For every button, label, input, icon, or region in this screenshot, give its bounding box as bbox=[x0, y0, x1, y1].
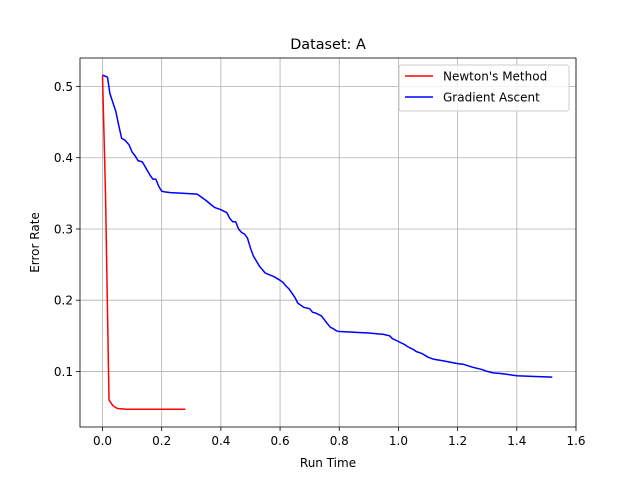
x-tick-label: 0.2 bbox=[152, 434, 171, 448]
legend-label: Newton's Method bbox=[443, 70, 547, 84]
y-tick-label: 0.4 bbox=[54, 151, 73, 165]
y-tick-label: 0.1 bbox=[54, 365, 73, 379]
series-layer bbox=[101, 74, 553, 410]
y-tick-label: 0.2 bbox=[54, 294, 73, 308]
ticks: 0.0 0.2 0.4 0.6 0.8 1.0 1.2 1.4 1.6 0.1 0.2 0.3 0.4 0… bbox=[54, 80, 586, 448]
x-tick-label: 1.0 bbox=[389, 434, 408, 448]
y-tick-label: 0.3 bbox=[54, 222, 73, 236]
x-axis-label: Run Time bbox=[300, 456, 356, 470]
x-tick-label: 0.0 bbox=[93, 434, 112, 448]
legend-box bbox=[398, 64, 570, 112]
x-tick-label: 0.6 bbox=[271, 434, 290, 448]
x-tick-label: 1.2 bbox=[448, 434, 467, 448]
x-tick-label: 1.4 bbox=[507, 434, 526, 448]
y-tick-label: 0.5 bbox=[54, 80, 73, 94]
legend: Newton's Method Gradient Ascent bbox=[398, 64, 570, 112]
plot-area bbox=[80, 58, 576, 427]
y-axis-label: Error Rate bbox=[28, 212, 42, 273]
chart-title: Dataset: A bbox=[290, 37, 366, 53]
grid-lines bbox=[80, 58, 577, 427]
series-line-newtons-method bbox=[101, 75, 186, 410]
legend-label: Gradient Ascent bbox=[443, 91, 540, 105]
x-tick-label: 0.4 bbox=[211, 434, 230, 448]
x-tick-label: 1.6 bbox=[566, 434, 585, 448]
series-line-gradient-ascent bbox=[102, 74, 553, 378]
x-tick-label: 0.8 bbox=[330, 434, 349, 448]
plot-frame bbox=[79, 57, 577, 428]
